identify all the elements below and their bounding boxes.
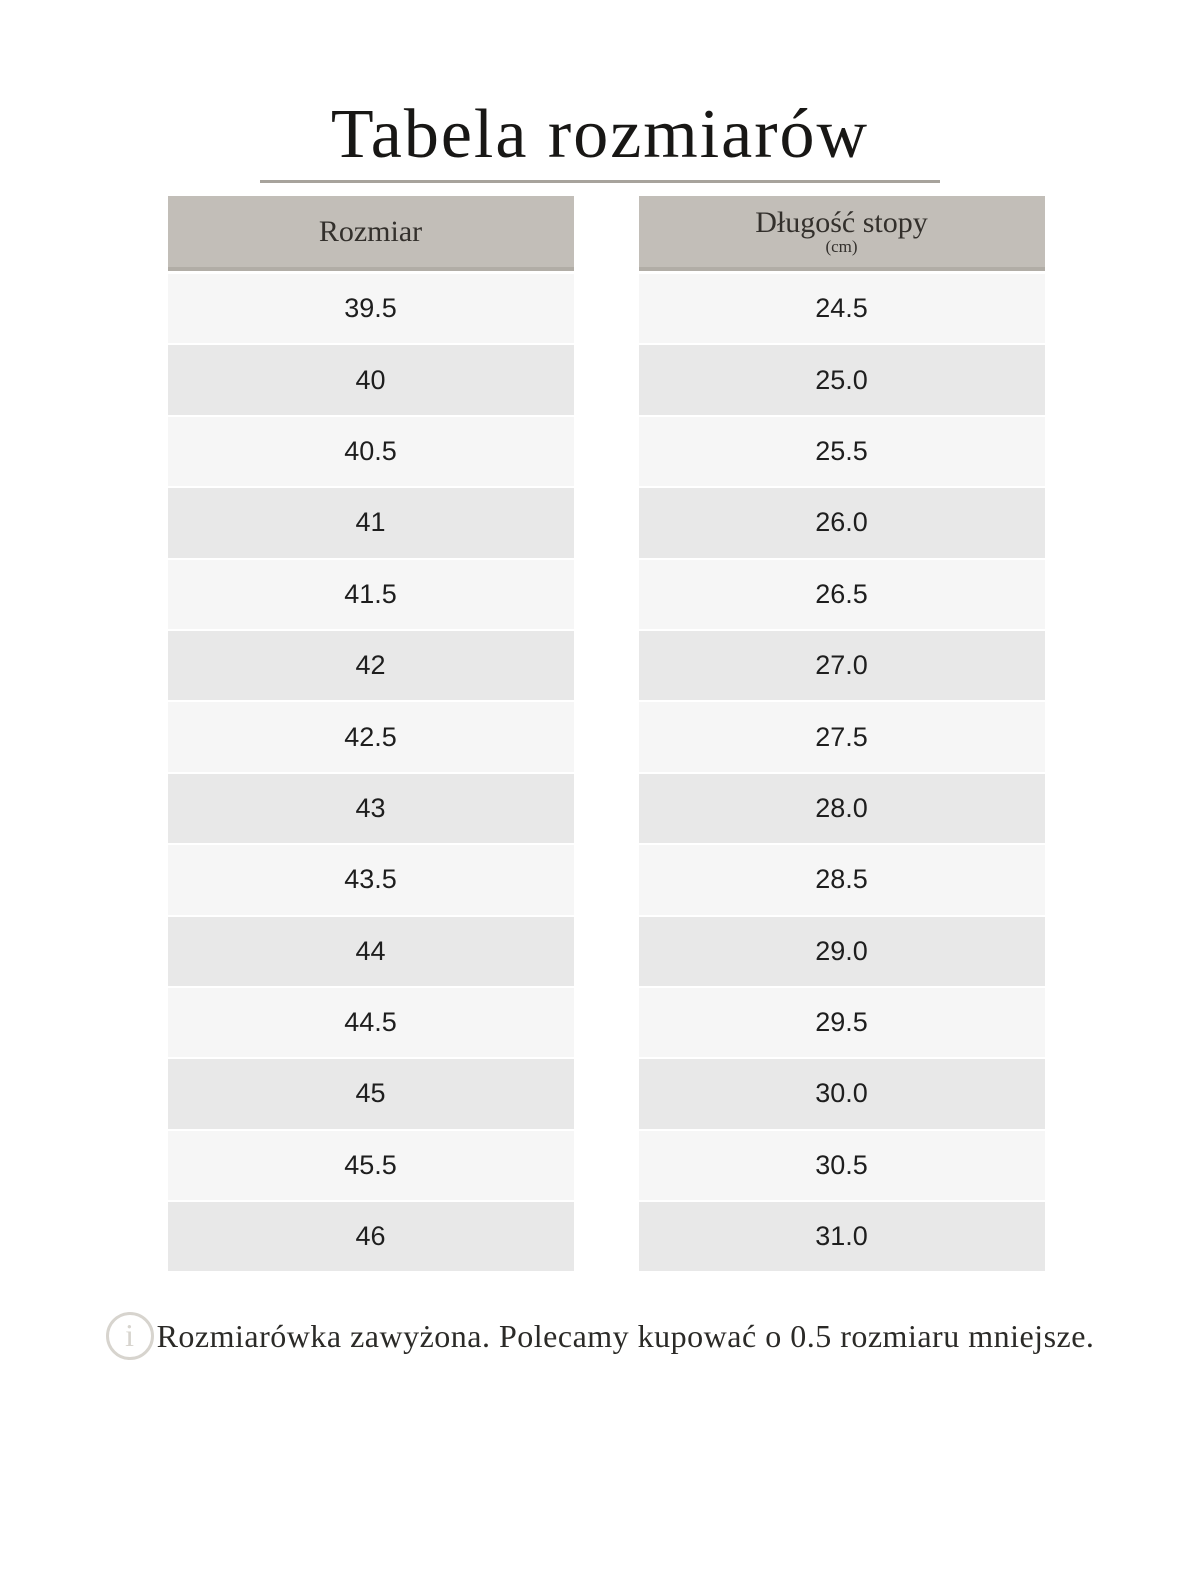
table-row: 46 (167, 1202, 574, 1274)
table-row: 26.0 (638, 488, 1045, 560)
length-cell: 31.0 (815, 1221, 868, 1252)
table-row: 25.5 (638, 416, 1045, 489)
size-note: i Rozmiarówka zawyżona. Polecamy kupować… (0, 1312, 1200, 1361)
table-row: 24.5 (638, 274, 1045, 346)
length-cell: 26.5 (815, 578, 868, 609)
size-chart-page: Tabela rozmiarów Rozmiar 39.5 40 40.5 41 41.… (0, 96, 1200, 1585)
table-row: 45 (167, 1059, 574, 1131)
length-cell: 29.0 (815, 935, 868, 966)
table-row: 29.0 (638, 916, 1045, 988)
table-row: 44.5 (167, 987, 574, 1060)
size-cell: 41.5 (344, 578, 397, 609)
size-cell: 43 (355, 792, 386, 823)
length-cell: 26.0 (815, 507, 868, 538)
size-cell: 44 (355, 935, 386, 966)
size-cell: 41 (355, 507, 386, 538)
size-header-label: Rozmiar (318, 214, 423, 248)
table-row: 43 (167, 773, 574, 846)
table-row: 25.0 (638, 345, 1045, 417)
note-text: Rozmiarówka zawyżona. Polecamy kupować o… (156, 1317, 1095, 1354)
table-row: 30.0 (638, 1059, 1045, 1131)
length-column-rows: 24.5 25.0 25.5 26.0 26.5 27.0 27.5 28.0 28.5 29.0… (638, 274, 1045, 1274)
table-row: 45.5 (167, 1130, 574, 1203)
length-cell: 28.5 (815, 864, 868, 895)
table-row: 41.5 (167, 559, 574, 631)
table-row: 41 (167, 488, 574, 560)
size-cell: 40.5 (344, 435, 397, 466)
info-icon: i (105, 1312, 154, 1361)
size-table: Rozmiar 39.5 40 40.5 41 41.5 42 42.5 43 43.5 44 44… (0, 196, 1200, 1274)
size-cell: 45.5 (344, 1149, 397, 1180)
length-cell: 27.0 (815, 650, 868, 681)
table-row: 27.5 (638, 702, 1045, 774)
length-cell: 25.5 (815, 435, 868, 466)
length-cell: 29.5 (815, 1007, 868, 1038)
page-title: Tabela rozmiarów (330, 96, 870, 173)
table-row: 31.0 (638, 1202, 1045, 1274)
table-row: 27.0 (638, 630, 1045, 703)
table-row: 42.5 (167, 702, 574, 774)
size-cell: 46 (355, 1221, 386, 1252)
table-row: 44 (167, 916, 574, 988)
table-row: 28.0 (638, 773, 1045, 846)
length-cell: 28.0 (815, 792, 868, 823)
length-cell: 30.5 (815, 1149, 868, 1180)
table-row: 26.5 (638, 559, 1045, 631)
size-cell: 45 (355, 1078, 386, 1109)
table-row: 40 (167, 345, 574, 417)
length-cell: 25.0 (815, 364, 868, 395)
size-cell: 39.5 (344, 293, 397, 324)
table-row: 29.5 (638, 987, 1045, 1060)
title-underline (260, 180, 940, 183)
length-column-header: Długość stopy (cm) (638, 196, 1045, 271)
length-header-unit: (cm) (825, 237, 858, 257)
length-column: Długość stopy (cm) 24.5 25.0 25.5 26.0 26.5 2… (638, 196, 1045, 1274)
table-row: 28.5 (638, 845, 1045, 917)
table-row: 43.5 (167, 845, 574, 917)
size-cell: 43.5 (344, 864, 397, 895)
table-row: 40.5 (167, 416, 574, 489)
size-column: Rozmiar 39.5 40 40.5 41 41.5 42 42.5 43 43.5 44 44… (167, 196, 574, 1274)
size-cell: 40 (355, 364, 386, 395)
size-column-rows: 39.5 40 40.5 41 41.5 42 42.5 43 43.5 44 44.5 45 45.5… (167, 274, 574, 1274)
length-header-label: Długość stopy (755, 205, 928, 239)
size-cell: 44.5 (344, 1007, 397, 1038)
table-row: 30.5 (638, 1130, 1045, 1203)
size-column-header: Rozmiar (167, 196, 574, 271)
table-row: 42 (167, 630, 574, 703)
length-cell: 24.5 (815, 293, 868, 324)
length-cell: 30.0 (815, 1078, 868, 1109)
size-cell: 42.5 (344, 721, 397, 752)
table-row: 39.5 (167, 274, 574, 346)
size-cell: 42 (355, 650, 386, 681)
length-cell: 27.5 (815, 721, 868, 752)
